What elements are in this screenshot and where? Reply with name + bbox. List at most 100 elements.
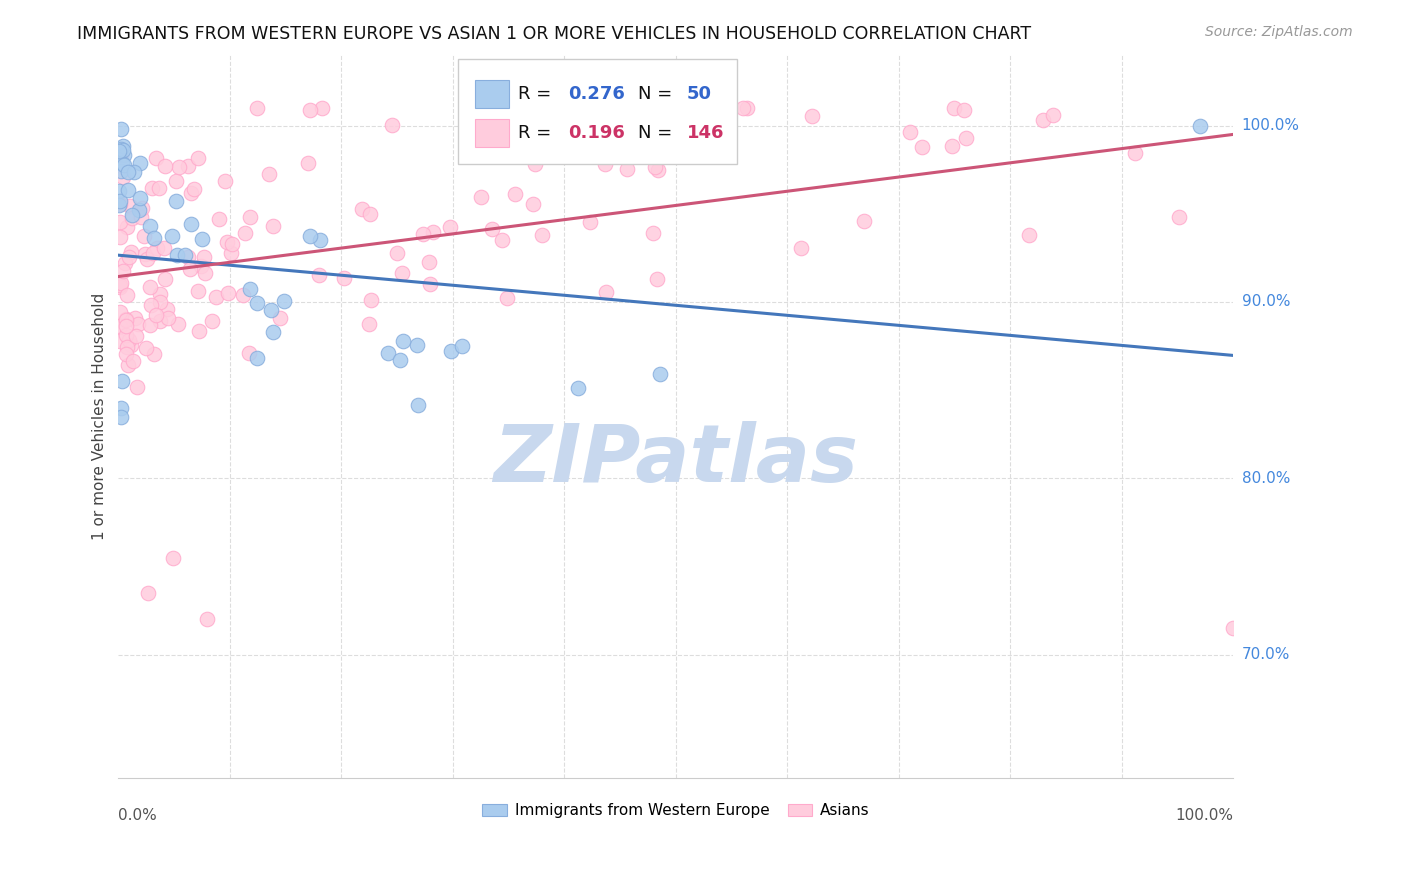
- Point: [450, 339, 472, 353]
- Point: [131, 201, 153, 215]
- Point: [145, 151, 167, 165]
- Point: [153, 159, 176, 173]
- Point: [112, 147, 135, 161]
- Text: 146: 146: [688, 124, 724, 142]
- Point: [498, 101, 520, 115]
- Point: [110, 230, 132, 244]
- Point: [115, 312, 138, 326]
- Point: [308, 233, 330, 247]
- Point: [953, 103, 976, 118]
- Point: [110, 409, 132, 424]
- Legend: Immigrants from Western Europe, Asians: Immigrants from Western Europe, Asians: [477, 797, 876, 824]
- Point: [118, 334, 141, 348]
- Point: [187, 152, 209, 166]
- Point: [298, 103, 321, 117]
- Point: [117, 165, 139, 179]
- Point: [180, 217, 202, 231]
- Point: [273, 293, 295, 308]
- Point: [491, 233, 513, 247]
- Point: [110, 277, 132, 292]
- Point: [422, 225, 444, 239]
- Point: [392, 334, 415, 349]
- Point: [111, 143, 134, 157]
- Point: [359, 207, 381, 221]
- Point: [111, 156, 134, 170]
- Point: [108, 280, 131, 294]
- Text: IMMIGRANTS FROM WESTERN EUROPE VS ASIAN 1 OR MORE VEHICLES IN HOUSEHOLD CORRELAT: IMMIGRANTS FROM WESTERN EUROPE VS ASIAN …: [77, 25, 1032, 43]
- Point: [110, 276, 132, 290]
- Point: [188, 324, 211, 338]
- Point: [110, 164, 132, 178]
- Point: [145, 241, 167, 255]
- Point: [162, 550, 184, 565]
- Point: [297, 155, 319, 169]
- Point: [269, 310, 291, 325]
- Point: [853, 214, 876, 228]
- Point: [142, 246, 165, 260]
- Bar: [475, 120, 509, 147]
- Point: [187, 284, 209, 298]
- Point: [177, 250, 200, 264]
- Point: [111, 169, 134, 184]
- FancyBboxPatch shape: [458, 59, 737, 163]
- Point: [389, 353, 412, 368]
- Point: [578, 124, 600, 138]
- Point: [110, 122, 132, 136]
- Point: [214, 174, 236, 188]
- Point: [548, 145, 571, 159]
- Point: [193, 250, 215, 264]
- Text: ZIPatlas: ZIPatlas: [494, 421, 858, 499]
- Point: [114, 256, 136, 270]
- Point: [381, 118, 404, 132]
- Text: 100.0%: 100.0%: [1241, 118, 1299, 133]
- Point: [1167, 210, 1189, 224]
- Point: [174, 247, 197, 261]
- Point: [129, 210, 152, 224]
- Point: [215, 235, 238, 249]
- Point: [377, 346, 399, 360]
- Point: [385, 245, 408, 260]
- Text: N =: N =: [638, 85, 678, 103]
- Point: [239, 282, 262, 296]
- Point: [117, 340, 139, 354]
- Point: [789, 241, 811, 255]
- Point: [644, 160, 666, 174]
- Point: [299, 228, 322, 243]
- Point: [481, 222, 503, 236]
- Point: [406, 338, 429, 352]
- Point: [943, 101, 966, 115]
- Bar: [475, 80, 509, 108]
- Point: [139, 318, 162, 333]
- Point: [352, 202, 374, 216]
- Point: [260, 302, 283, 317]
- Point: [166, 248, 188, 262]
- Text: 0.0%: 0.0%: [118, 808, 157, 823]
- Point: [440, 344, 463, 359]
- Point: [419, 277, 441, 292]
- Point: [110, 401, 132, 415]
- Point: [108, 197, 131, 211]
- Point: [391, 266, 413, 280]
- Point: [208, 211, 231, 226]
- Point: [127, 318, 149, 332]
- Point: [111, 139, 134, 153]
- Point: [141, 180, 163, 194]
- Point: [898, 124, 921, 138]
- Point: [143, 347, 166, 361]
- Point: [800, 109, 823, 123]
- Point: [645, 271, 668, 285]
- Point: [136, 252, 159, 267]
- Point: [1222, 621, 1244, 635]
- Point: [165, 174, 187, 188]
- Point: [257, 168, 280, 182]
- Point: [149, 294, 172, 309]
- Point: [118, 250, 141, 264]
- Point: [108, 318, 131, 333]
- Point: [219, 246, 242, 260]
- Point: [179, 261, 201, 276]
- Point: [308, 268, 330, 282]
- Point: [238, 346, 260, 360]
- Point: [153, 241, 176, 255]
- Point: [156, 302, 179, 317]
- Point: [149, 287, 172, 301]
